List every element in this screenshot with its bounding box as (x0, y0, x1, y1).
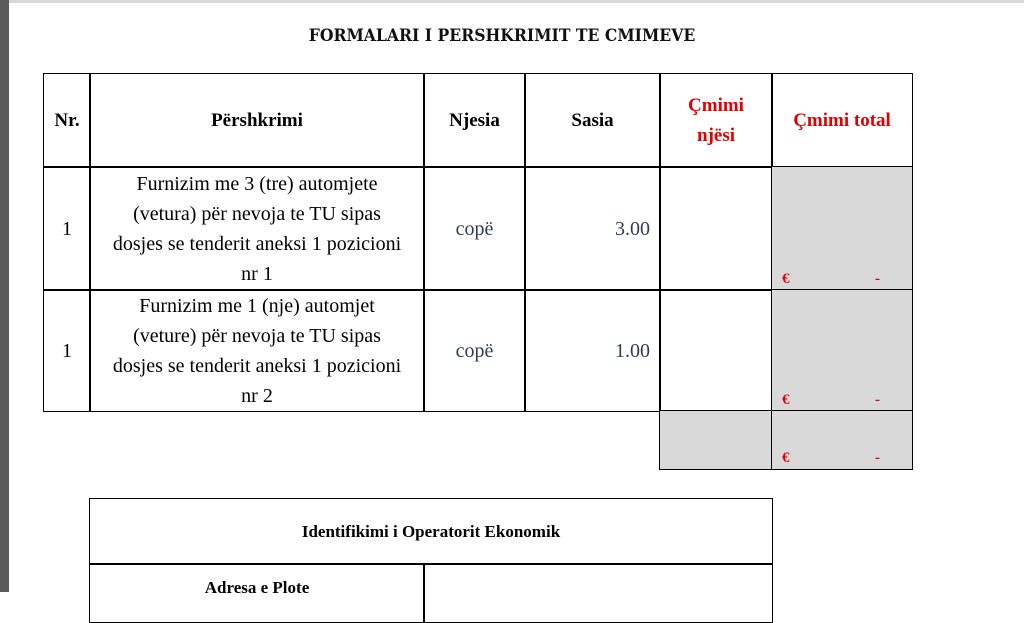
header-njesia: Njesia (423, 73, 526, 168)
operator-title: Identifikimi i Operatorit Ekonomik (89, 498, 773, 565)
row1-total: € - (771, 166, 913, 291)
top-border (9, 0, 1024, 3)
row2-total: € - (771, 289, 913, 412)
header-nr: Nr. (43, 73, 91, 168)
grand-total-value: - (875, 450, 880, 466)
euro-symbol: € (782, 271, 790, 287)
grand-total: € - (771, 410, 913, 470)
header-pershkrimi: Përshkrimi (89, 73, 425, 168)
row1-unit-price[interactable] (659, 166, 773, 291)
address-label: Adresa e Plote (89, 563, 425, 623)
row1-total-value: - (875, 271, 880, 287)
euro-symbol: € (782, 392, 790, 408)
header-cmimi-njesi: Çmimi njësi (659, 73, 773, 168)
row2-unit: copë (423, 289, 526, 412)
row2-description: Furnizim me 1 (nje) automjet (veture) pë… (89, 289, 425, 412)
address-field[interactable] (423, 563, 773, 623)
row1-description: Furnizim me 3 (tre) automjete (vetura) p… (89, 166, 425, 291)
row1-quantity: 3.00 (524, 166, 661, 291)
header-sasia: Sasia (524, 73, 661, 168)
window-edge (0, 0, 9, 592)
header-cmimi-total: Çmimi total (771, 73, 913, 168)
grand-total-label-cell (659, 410, 773, 470)
page-title: FORMALARI I PERSHKRIMIT TE CMIMEVE (308, 26, 696, 46)
row2-unit-price[interactable] (659, 289, 773, 412)
euro-symbol: € (782, 450, 790, 466)
row2-quantity: 1.00 (524, 289, 661, 412)
row1-nr: 1 (43, 166, 91, 291)
row2-nr: 1 (43, 289, 91, 412)
row1-unit: copë (423, 166, 526, 291)
row2-total-value: - (875, 392, 880, 408)
